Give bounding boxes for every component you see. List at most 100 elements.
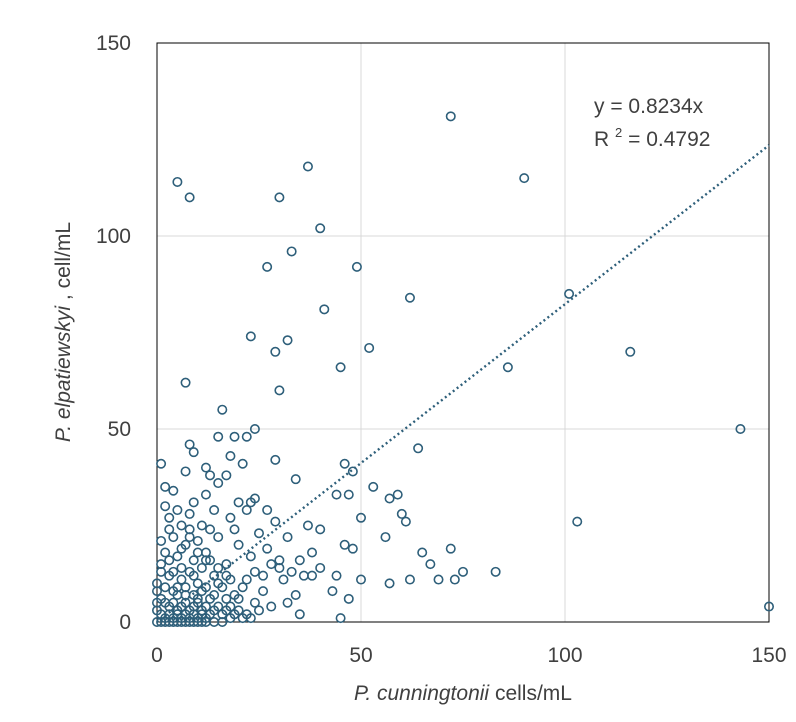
data-point (315, 562, 326, 573)
r-squared-label: R 2 = 0.4792 (594, 119, 710, 151)
data-point (172, 176, 183, 187)
data-point (213, 601, 224, 612)
data-point (249, 493, 260, 504)
data-point (156, 535, 167, 546)
data-point (400, 516, 411, 527)
data-point (200, 601, 211, 612)
data-point (319, 304, 330, 315)
data-point (282, 335, 293, 346)
data-point (200, 555, 211, 566)
data-point (172, 582, 183, 593)
data-point (763, 601, 774, 612)
data-point (266, 559, 277, 570)
data-point (176, 520, 187, 531)
x-tick-label: 150 (751, 644, 786, 667)
data-point (249, 423, 260, 434)
data-point (213, 431, 224, 442)
data-point (735, 423, 746, 434)
data-point (286, 246, 297, 257)
data-point (225, 601, 236, 612)
data-point (152, 578, 163, 589)
data-point (307, 547, 318, 558)
data-point (490, 566, 501, 577)
plot-frame (156, 42, 770, 623)
data-point (286, 566, 297, 577)
data-point (355, 574, 366, 585)
data-point (384, 578, 395, 589)
data-point (572, 516, 583, 527)
data-point (449, 574, 460, 585)
data-point (241, 574, 252, 585)
data-point (237, 458, 248, 469)
y-axis-title-units: , cell/mL (52, 222, 75, 300)
data-point (294, 609, 305, 620)
y-tick-label: 0 (119, 611, 131, 634)
data-point (176, 543, 187, 554)
data-point (396, 508, 407, 519)
data-point (392, 489, 403, 500)
data-point (327, 586, 338, 597)
data-point (298, 570, 309, 581)
data-point (335, 362, 346, 373)
data-point (241, 505, 252, 516)
y-tick-labels: 0 50 100 150 (96, 32, 131, 634)
trendline (156, 144, 770, 623)
data-point (172, 505, 183, 516)
data-point (343, 489, 354, 500)
data-point (196, 562, 207, 573)
data-point (302, 161, 313, 172)
data-point (200, 462, 211, 473)
data-point (404, 292, 415, 303)
data-point (331, 489, 342, 500)
data-point (339, 458, 350, 469)
data-point (156, 458, 167, 469)
data-point (625, 346, 636, 357)
data-point (262, 505, 273, 516)
data-point (229, 524, 240, 535)
data-point (221, 559, 232, 570)
data-point (188, 447, 199, 458)
data-point (270, 346, 281, 357)
data-point (164, 524, 175, 535)
data-point (156, 559, 167, 570)
data-point (331, 570, 342, 581)
data-point (290, 589, 301, 600)
data-point (180, 377, 191, 388)
data-point (274, 385, 285, 396)
data-point (209, 505, 220, 516)
x-axis-title-species: P. cunningtonii (354, 682, 490, 705)
data-point (282, 532, 293, 543)
data-point (519, 173, 530, 184)
data-point (294, 555, 305, 566)
data-point (225, 512, 236, 523)
data-point (160, 481, 171, 492)
data-point (172, 551, 183, 562)
data-point (164, 512, 175, 523)
data-point (221, 593, 232, 604)
data-point (160, 582, 171, 593)
data-point (433, 574, 444, 585)
y-tick-label: 100 (96, 225, 131, 248)
data-point (192, 593, 203, 604)
data-point (270, 516, 281, 527)
r-squared-prefix: R (594, 128, 609, 151)
data-point (307, 570, 318, 581)
trendline-equation: y = 0.8234x (594, 95, 704, 118)
data-point (351, 261, 362, 272)
data-point (205, 524, 216, 535)
data-point (347, 543, 358, 554)
r-squared-sup: 2 (615, 125, 622, 140)
data-point (168, 597, 179, 608)
data-point (233, 497, 244, 508)
data-point (368, 481, 379, 492)
data-point (278, 574, 289, 585)
x-axis-title-units: cells/mL (495, 682, 572, 705)
data-point (343, 593, 354, 604)
data-point (192, 597, 203, 608)
data-point (274, 562, 285, 573)
data-point (339, 539, 350, 550)
data-point (315, 223, 326, 234)
data-point (196, 520, 207, 531)
x-tick-label: 50 (349, 644, 372, 667)
